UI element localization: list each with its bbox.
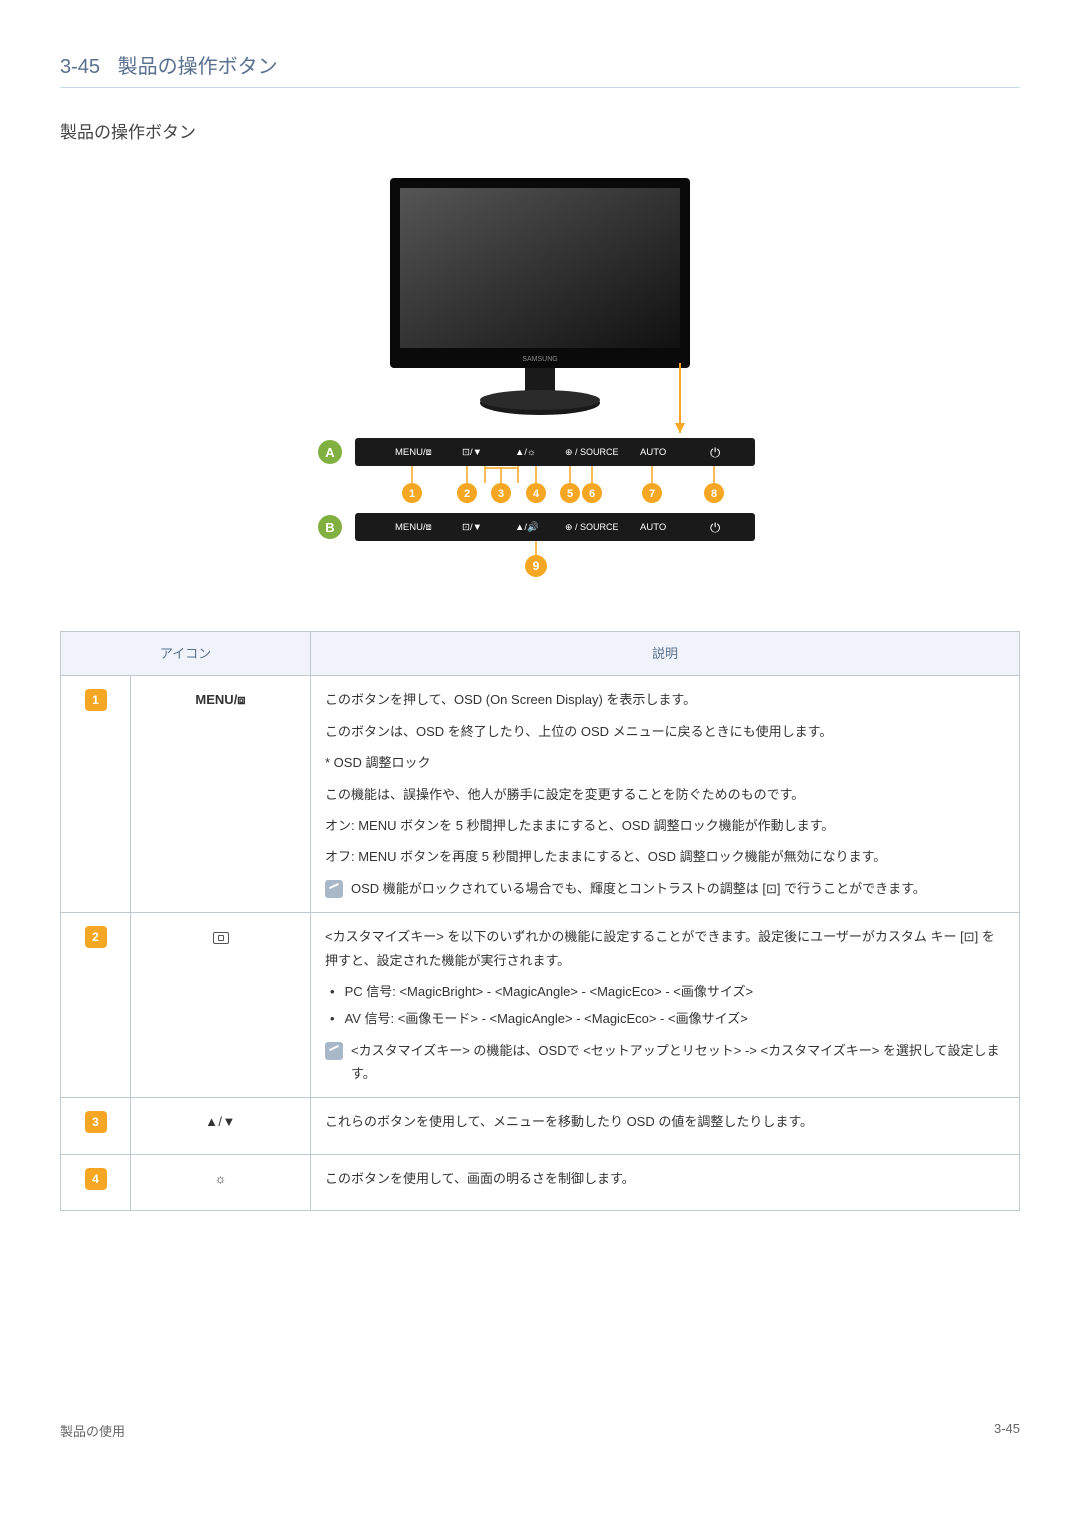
svg-text:⊡/▼: ⊡/▼	[462, 522, 482, 533]
svg-text:7: 7	[649, 488, 655, 500]
row-number-badge: 1	[85, 689, 107, 711]
description-cell: このボタンを押して、OSD (On Screen Display) を表示します…	[311, 676, 1020, 913]
page-header: 3-45 製品の操作ボタン	[60, 50, 1020, 88]
svg-text:MENU/⧈: MENU/⧈	[395, 522, 432, 533]
footer-left: 製品の使用	[60, 1421, 125, 1440]
note-text: <カスタマイズキー> の機能は、OSDで <セットアップとリセット> -> <カ…	[351, 1039, 1005, 1086]
description-cell: このボタンを使用して、画面の明るさを制御します。	[311, 1154, 1020, 1210]
svg-text:SAMSUNG: SAMSUNG	[522, 356, 557, 363]
svg-text:⏻: ⏻	[710, 520, 720, 535]
desc-text: オフ: MENU ボタンを再度 5 秒間押したままにすると、OSD 調整ロック機…	[325, 845, 1005, 868]
svg-text:⊡/▼: ⊡/▼	[462, 447, 482, 458]
svg-text:AUTO: AUTO	[640, 447, 666, 458]
svg-text:▲/☼: ▲/☼	[515, 447, 536, 458]
table-row: 1 MENU/⧈ このボタンを押して、OSD (On Screen Displa…	[61, 676, 1020, 913]
row-number-badge: 4	[85, 1168, 107, 1190]
note-icon	[325, 880, 343, 898]
desc-text: このボタンを押して、OSD (On Screen Display) を表示します…	[325, 688, 1005, 711]
desc-text: このボタンは、OSD を終了したり、上位の OSD メニューに戻るときにも使用し…	[325, 720, 1005, 743]
menu-icon: MENU/⧈	[195, 692, 245, 707]
description-cell: <カスタマイズキー> を以下のいずれかの機能に設定することができます。設定後にユ…	[311, 913, 1020, 1098]
desc-text: * OSD 調整ロック	[325, 751, 1005, 774]
row-number-badge: 2	[85, 926, 107, 948]
svg-text:2: 2	[464, 488, 470, 500]
table-row: 2 <カスタマイズキー> を以下のいずれかの機能に設定することができます。設定後…	[61, 913, 1020, 1098]
custom-key-icon	[213, 932, 229, 944]
svg-text:B: B	[325, 520, 334, 535]
button-description-table: アイコン 説明 1 MENU/⧈ このボタンを押して、OSD (On Scree…	[60, 631, 1020, 1211]
up-down-icon: ▲/▼	[205, 1114, 236, 1129]
row-number-badge: 3	[85, 1111, 107, 1133]
col-header-icon: アイコン	[61, 632, 311, 676]
desc-text: オン: MENU ボタンを 5 秒間押したままにすると、OSD 調整ロック機能が…	[325, 814, 1005, 837]
svg-text:MENU/⧈: MENU/⧈	[395, 447, 432, 458]
page-title: 3-45 製品の操作ボタン	[60, 50, 1020, 79]
brightness-icon: ☼	[215, 1171, 227, 1186]
section-number: 3-45	[60, 56, 100, 78]
note-text: OSD 機能がロックされている場合でも、輝度とコントラストの調整は [⊡] で行…	[351, 877, 926, 900]
header-title: 製品の操作ボタン	[118, 56, 278, 78]
footer-right: 3-45	[994, 1421, 1020, 1440]
list-item: AV 信号: <画像モード> - <MagicAngle> - <MagicEc…	[330, 1007, 1005, 1030]
svg-text:9: 9	[533, 559, 540, 573]
sub-heading: 製品の操作ボタン	[60, 118, 1020, 143]
svg-text:4: 4	[533, 488, 540, 500]
note-icon	[325, 1042, 343, 1060]
desc-text: これらのボタンを使用して、メニューを移動したり OSD の値を調整したりします。	[325, 1110, 1005, 1133]
list-item: PC 信号: <MagicBright> - <MagicAngle> - <M…	[330, 980, 1005, 1003]
product-figure: SAMSUNG A MENU/⧈ ⊡/▼ ▲/☼ ⊕ / SOURCE AUTO…	[60, 168, 1020, 581]
svg-text:⊕ / SOURCE: ⊕ / SOURCE	[565, 522, 619, 532]
description-cell: これらのボタンを使用して、メニューを移動したり OSD の値を調整したりします。	[311, 1098, 1020, 1154]
monitor-diagram: SAMSUNG A MENU/⧈ ⊡/▼ ▲/☼ ⊕ / SOURCE AUTO…	[290, 168, 790, 578]
svg-text:A: A	[325, 445, 335, 460]
svg-text:⊕ / SOURCE: ⊕ / SOURCE	[565, 447, 619, 457]
desc-text: このボタンを使用して、画面の明るさを制御します。	[325, 1167, 1005, 1190]
svg-text:6: 6	[589, 488, 595, 500]
desc-text: <カスタマイズキー> を以下のいずれかの機能に設定することができます。設定後にユ…	[325, 925, 1005, 972]
table-row: 4 ☼ このボタンを使用して、画面の明るさを制御します。	[61, 1154, 1020, 1210]
desc-text: この機能は、誤操作や、他人が勝手に設定を変更することを防ぐためのものです。	[325, 783, 1005, 806]
svg-text:8: 8	[711, 488, 717, 500]
svg-text:3: 3	[498, 488, 504, 500]
svg-text:5: 5	[567, 488, 573, 500]
svg-text:AUTO: AUTO	[640, 522, 666, 533]
page-footer: 製品の使用 3-45	[60, 1411, 1020, 1440]
svg-text:▲/🔊: ▲/🔊	[515, 521, 539, 533]
svg-text:⏻: ⏻	[710, 445, 720, 460]
svg-text:1: 1	[409, 488, 415, 500]
note-box: <カスタマイズキー> の機能は、OSDで <セットアップとリセット> -> <カ…	[325, 1039, 1005, 1086]
note-box: OSD 機能がロックされている場合でも、輝度とコントラストの調整は [⊡] で行…	[325, 877, 1005, 900]
table-row: 3 ▲/▼ これらのボタンを使用して、メニューを移動したり OSD の値を調整し…	[61, 1098, 1020, 1154]
col-header-desc: 説明	[311, 632, 1020, 676]
